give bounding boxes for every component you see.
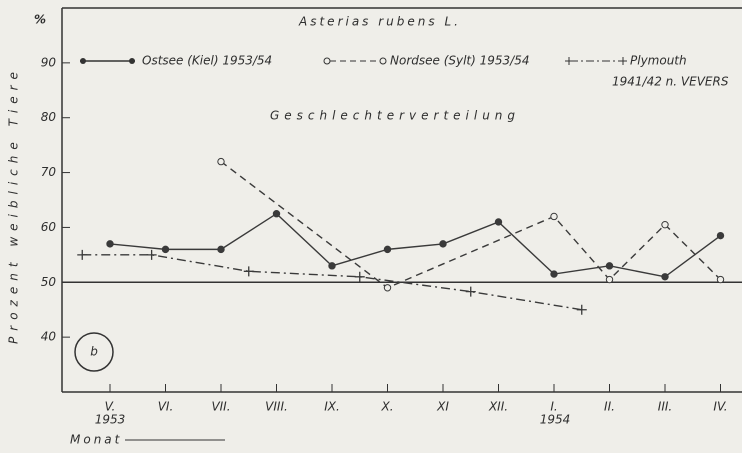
x-tick-label: IV. bbox=[713, 400, 727, 414]
point bbox=[716, 275, 725, 284]
point bbox=[661, 220, 669, 229]
y-unit: % bbox=[34, 13, 46, 27]
x-tick-label: XI bbox=[436, 400, 449, 414]
legend-marker bbox=[80, 58, 86, 64]
y-tick-label: 80 bbox=[41, 110, 57, 124]
series-line bbox=[109, 212, 721, 278]
point bbox=[439, 240, 447, 248]
chart-subtitle: Geschlechterverteilung bbox=[270, 109, 520, 123]
x-tick-label: VII. bbox=[211, 400, 230, 414]
x-tick-label: XII. bbox=[488, 400, 508, 414]
x-tick-label: I. bbox=[550, 400, 557, 414]
point bbox=[272, 210, 281, 218]
point bbox=[146, 249, 157, 260]
y-tick-label: 70 bbox=[41, 165, 57, 179]
legend-marker bbox=[129, 58, 135, 64]
point bbox=[383, 245, 392, 254]
series-line bbox=[220, 161, 721, 289]
y-tick-label: 90 bbox=[41, 55, 57, 69]
point bbox=[661, 273, 669, 281]
x-tick-label: X. bbox=[380, 400, 393, 414]
y-axis-label: Prozent weibliche Tiere bbox=[7, 66, 21, 344]
point bbox=[383, 284, 392, 292]
x-tick-label: IX. bbox=[324, 400, 340, 414]
panel-circle bbox=[74, 332, 114, 372]
point bbox=[576, 304, 587, 315]
point bbox=[217, 245, 225, 254]
legend-marker bbox=[323, 57, 331, 65]
x-axis-label: Monat bbox=[70, 433, 122, 447]
point bbox=[550, 212, 558, 221]
point bbox=[328, 262, 336, 270]
point bbox=[243, 266, 254, 277]
legend-marker bbox=[379, 57, 387, 65]
y-tick-label: 60 bbox=[41, 220, 57, 234]
point bbox=[716, 231, 725, 240]
legend-label: Nordsee (Sylt) 1953/54 bbox=[390, 54, 530, 68]
chart-title: Asterias rubens L. bbox=[298, 15, 461, 29]
point bbox=[77, 249, 88, 260]
x-tick-label: V. bbox=[105, 400, 116, 414]
panel-label: b bbox=[90, 345, 98, 359]
legend-note: 1941/42 n. VEVERS bbox=[612, 75, 729, 89]
x-tick-label: VI. bbox=[158, 400, 174, 414]
point bbox=[161, 245, 170, 254]
y-tick-label: 40 bbox=[41, 330, 57, 344]
year-label: 1954 bbox=[540, 413, 571, 427]
point bbox=[550, 270, 558, 278]
legend-marker bbox=[565, 57, 627, 65]
point bbox=[605, 262, 614, 270]
point bbox=[354, 271, 365, 282]
year-label: 1953 bbox=[95, 413, 126, 427]
legend-label: Ostsee (Kiel) 1953/54 bbox=[142, 54, 272, 68]
series-line bbox=[82, 254, 582, 311]
legend-label: Plymouth bbox=[630, 54, 687, 68]
x-tick-label: II. bbox=[604, 400, 615, 414]
y-tick-label: 50 bbox=[41, 275, 57, 289]
point bbox=[494, 218, 503, 226]
x-tick-label: VIII. bbox=[265, 400, 288, 414]
point bbox=[217, 157, 225, 166]
point bbox=[465, 286, 476, 297]
point bbox=[605, 275, 614, 284]
point bbox=[106, 240, 114, 248]
x-tick-label: III. bbox=[658, 400, 672, 414]
